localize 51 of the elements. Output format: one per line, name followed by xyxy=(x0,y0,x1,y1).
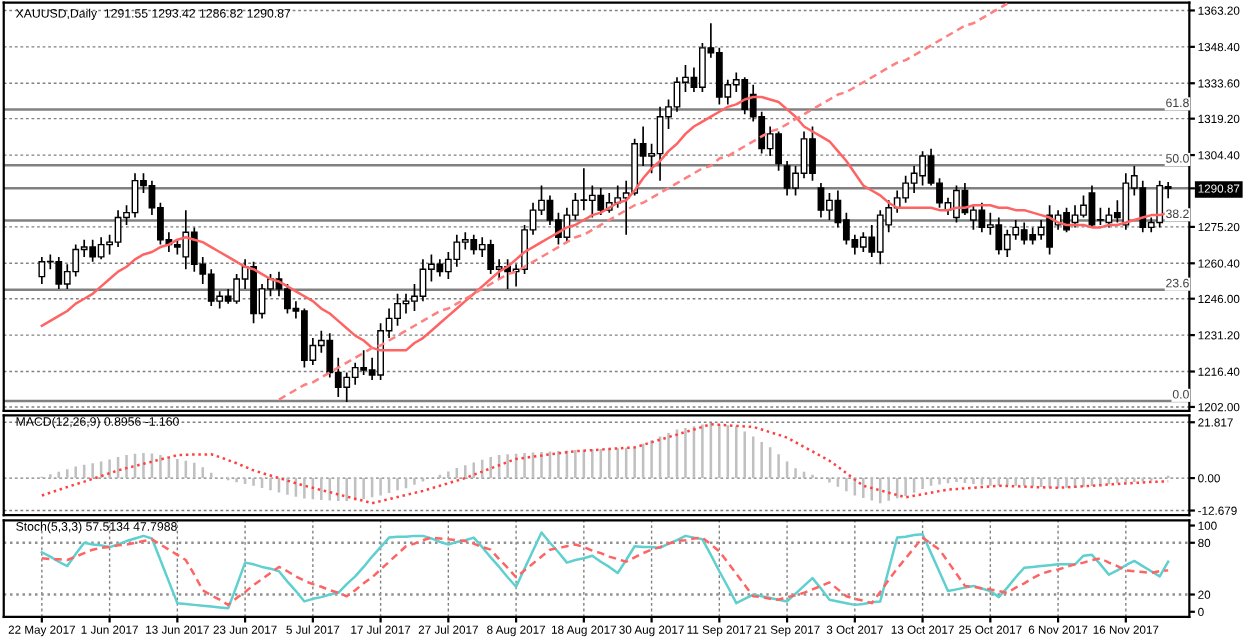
candlestick xyxy=(1105,206,1113,229)
candlestick xyxy=(72,243,80,278)
candlestick xyxy=(919,150,926,187)
candlestick xyxy=(1080,194,1087,219)
candlestick xyxy=(1071,204,1079,229)
candlestick xyxy=(597,187,605,216)
candlestick xyxy=(38,256,46,285)
candlestick xyxy=(1037,219,1045,241)
candlestick xyxy=(97,236,105,261)
candlestick xyxy=(1020,221,1028,246)
candlestick xyxy=(622,179,630,236)
candlestick xyxy=(394,292,401,327)
candlestick xyxy=(377,322,385,381)
candlestick xyxy=(182,209,190,271)
candlestick xyxy=(826,192,833,221)
candlestick xyxy=(233,273,241,305)
candlestick xyxy=(360,349,368,376)
candlestick xyxy=(902,174,910,204)
candlestick xyxy=(351,361,359,386)
candlestick xyxy=(487,238,495,275)
candlestick xyxy=(250,260,257,325)
candlestick xyxy=(284,283,291,315)
candlestick xyxy=(783,160,791,197)
candlestick xyxy=(588,184,596,219)
candlestick xyxy=(55,256,63,290)
candlestick xyxy=(1046,204,1054,256)
candlestick xyxy=(1063,206,1070,234)
candlestick xyxy=(1122,172,1130,231)
candlestick xyxy=(453,233,461,268)
candlestick xyxy=(817,182,825,219)
candlestick xyxy=(1088,184,1096,229)
candlestick xyxy=(1003,229,1011,258)
candlestick xyxy=(1139,179,1147,234)
candlestick xyxy=(698,42,706,93)
candlestick xyxy=(343,371,351,403)
candlestick xyxy=(470,233,478,256)
candlestick xyxy=(207,268,215,307)
candlestick xyxy=(715,46,723,106)
candlestick xyxy=(402,292,410,315)
candlestick xyxy=(876,209,884,266)
candlestick xyxy=(995,216,1003,256)
candlestick xyxy=(859,231,867,253)
candlestick xyxy=(190,226,198,273)
candlestick xyxy=(953,184,960,224)
candlestick xyxy=(89,238,97,263)
candlestick xyxy=(563,206,571,243)
candlestick xyxy=(978,201,986,234)
candlestick xyxy=(580,167,588,212)
candlestick xyxy=(741,76,749,116)
candlestick xyxy=(775,130,783,172)
candlestick xyxy=(809,125,816,182)
